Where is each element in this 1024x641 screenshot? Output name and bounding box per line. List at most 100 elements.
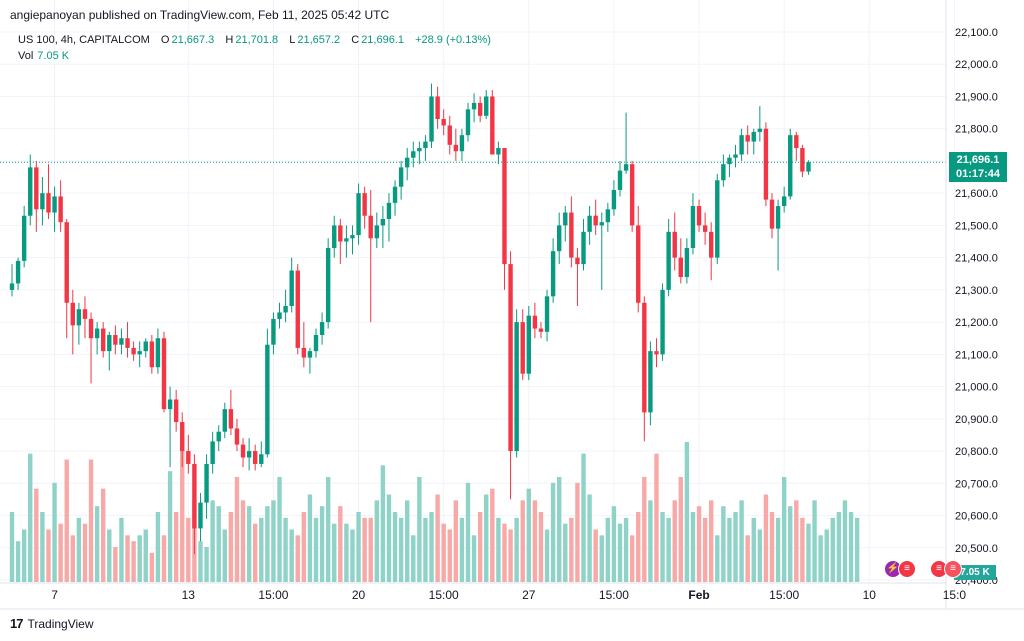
volume-bar (532, 500, 538, 582)
volume-bar (629, 535, 635, 582)
candle-body (76, 309, 82, 326)
candle-body (526, 315, 531, 374)
volume-bar (34, 488, 39, 582)
time-tick-label: 7 (51, 588, 58, 602)
candle-body (82, 309, 88, 319)
volume-bar (70, 535, 75, 582)
chart-events-group-1[interactable]: ⚡ ≡ (884, 560, 916, 578)
volume-bar (386, 494, 392, 582)
volume-legend[interactable]: Vol 7.05 K (18, 50, 69, 62)
us-flag-event-icon[interactable]: ≡ (944, 560, 962, 578)
candle-body (155, 338, 161, 368)
candle-body (70, 302, 75, 326)
candle-body (775, 206, 781, 229)
volume-bar (76, 517, 82, 582)
candle-body (386, 202, 392, 219)
volume-bar (344, 523, 349, 582)
volume-bar (520, 500, 525, 582)
candle-body (271, 318, 276, 345)
volume-bar (581, 453, 586, 582)
volume-bar (830, 517, 835, 582)
candle-body (642, 302, 647, 413)
candle-body (210, 441, 215, 464)
price-tick-label: 20,700.0 (955, 478, 998, 490)
candle-body (423, 141, 428, 149)
candle-body (447, 125, 452, 145)
candle-body (101, 328, 106, 352)
candle-body (550, 251, 556, 297)
candle-body (709, 231, 714, 258)
candle-body (800, 148, 805, 172)
candle-body (678, 257, 683, 277)
price-tick-label: 21,900.0 (955, 91, 998, 103)
volume-bar (101, 488, 106, 582)
volume-bar (149, 552, 155, 582)
candle-body (131, 347, 136, 355)
low-value: 21,657.2 (297, 34, 341, 46)
time-tick-label: Feb (688, 588, 709, 602)
volume-bar (113, 547, 118, 582)
candle-body (295, 270, 300, 348)
volume-bar (380, 465, 386, 582)
volume-bar (180, 442, 185, 582)
volume-bar (800, 517, 805, 582)
price-tick-label: 20,600.0 (955, 511, 998, 523)
price-tick-label: 21,300.0 (955, 285, 998, 297)
time-tick-label: 20 (352, 588, 366, 602)
candle-body (508, 264, 513, 452)
candle-body (15, 260, 21, 284)
candle-body (490, 96, 495, 155)
candle-body (465, 109, 471, 136)
volume-bar (684, 442, 690, 582)
volume-bar (94, 506, 100, 582)
footer-brand[interactable]: TradingView (27, 616, 94, 631)
candle-body (362, 193, 367, 216)
lightning-event-icon[interactable]: ⚡ (884, 560, 902, 578)
candle-body (459, 135, 465, 152)
volume-bar (374, 500, 379, 582)
volume-bars (9, 442, 860, 582)
candle-body (751, 131, 756, 142)
time-tick-label: 27 (522, 588, 536, 602)
volume-bar (557, 477, 562, 582)
candle-body (690, 206, 696, 248)
candle-body (739, 135, 744, 155)
volume-bar (550, 482, 556, 582)
candle-body (107, 335, 112, 352)
volume-bar (733, 512, 738, 582)
candle-body (52, 196, 57, 213)
candle-body (575, 257, 580, 265)
price-axis: 22,100.022,000.021,900.021,800.021,700.0… (955, 27, 998, 587)
candle-body (581, 231, 586, 265)
tradingview-logo-icon[interactable]: 17 (10, 616, 24, 631)
volume-bar (678, 477, 683, 582)
volume-bar (569, 517, 574, 582)
volume-bar (325, 477, 331, 582)
candle-body (125, 338, 130, 348)
volume-bar (757, 529, 763, 582)
candle-body (392, 186, 398, 203)
candle-body (435, 96, 440, 120)
grid-lines (0, 0, 955, 583)
volume-bar (58, 523, 63, 582)
volume-bar (167, 471, 173, 582)
volume-bar (514, 517, 519, 582)
volume-bar (64, 459, 69, 582)
last-price-value: 21,696.1 (956, 154, 1000, 166)
candle-body (58, 196, 63, 223)
volume-bar (21, 529, 27, 582)
symbol-label[interactable]: US 100, 4h, CAPITALCOM (18, 34, 150, 46)
us-flag-event-icon[interactable]: ≡ (930, 560, 948, 578)
volume-bar (727, 517, 732, 582)
volume-bar (477, 512, 483, 582)
volume-bar (332, 523, 337, 582)
candle-body (9, 283, 15, 290)
price-tick-label: 21,800.0 (955, 124, 998, 136)
chart-events-group-2[interactable]: ≡ ≡ (930, 560, 962, 578)
symbol-legend[interactable]: US 100, 4h, CAPITALCOM O 21,667.3 H 21,701… (18, 34, 493, 46)
us-flag-event-icon[interactable]: ≡ (898, 560, 916, 578)
candle-body (684, 247, 690, 277)
volume-bar (636, 512, 641, 582)
volume-bar (265, 506, 270, 582)
